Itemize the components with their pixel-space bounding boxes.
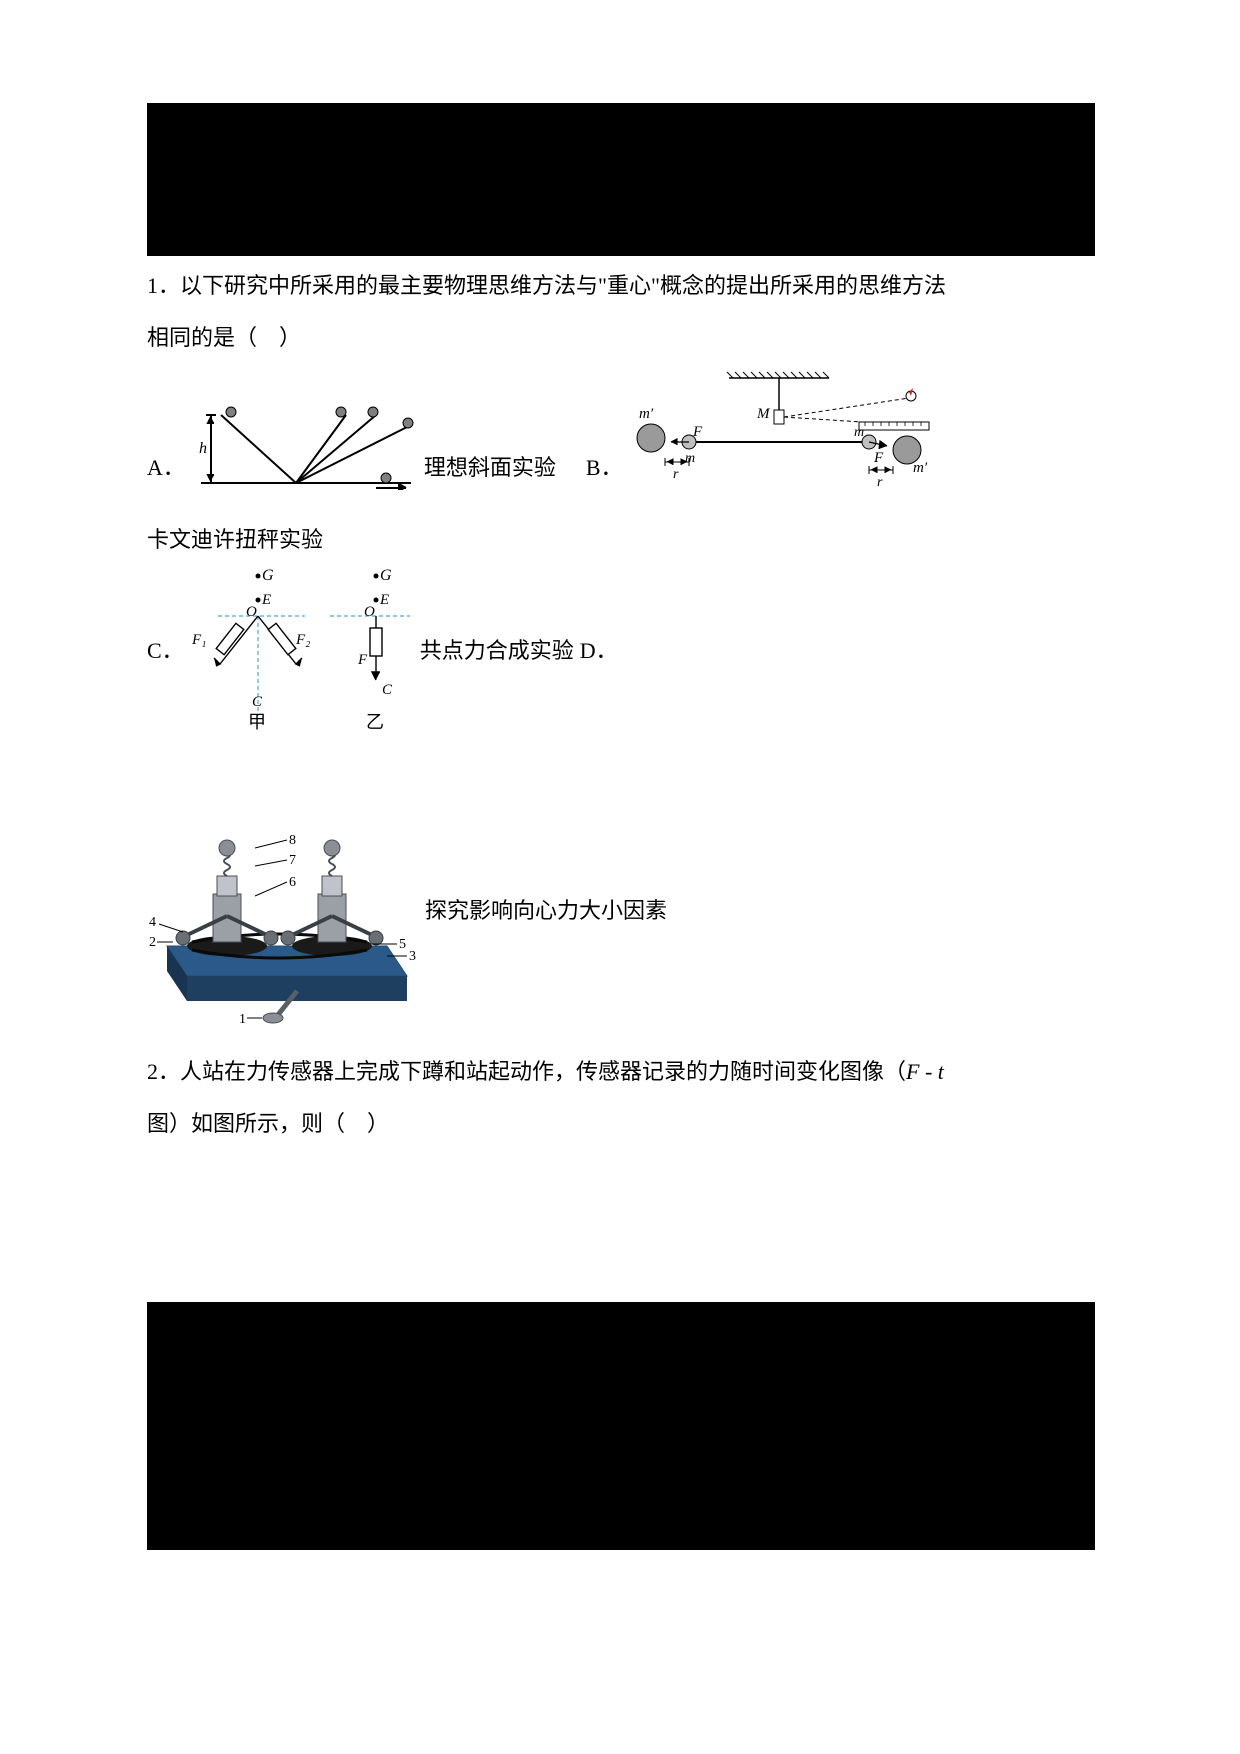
q1-optB-caption: 卡文迪许扭秤实验 <box>147 518 1095 562</box>
svg-text:F: F <box>873 450 884 466</box>
q1-optC-caption: 共点力合成实验 <box>420 629 574 673</box>
svg-text:F: F <box>692 424 703 440</box>
page-root: 1．以下研究中所采用的最主要物理思维方法与"重心"概念的提出所采用的思维方法 相… <box>0 0 1240 1754</box>
q1-row-c: C． G E O <box>147 566 1095 736</box>
centripetal-figure: 1 2 3 4 5 6 7 8 <box>147 796 417 1026</box>
svg-text:5: 5 <box>399 937 406 952</box>
svg-text:M: M <box>756 406 771 422</box>
svg-text:h: h <box>199 440 207 457</box>
svg-text:乙: 乙 <box>366 712 384 732</box>
svg-text:3: 3 <box>409 949 416 964</box>
q1-row-d: 1 2 3 4 5 6 7 8 探究影响向心力大小因素 <box>147 796 1095 1026</box>
svg-text:G: G <box>262 567 274 584</box>
svg-text:C: C <box>252 694 263 710</box>
svg-text:8: 8 <box>289 833 296 848</box>
q2-number: 2． <box>147 1059 180 1084</box>
svg-text:甲: 甲 <box>248 712 266 732</box>
q2-formula: F - t <box>906 1059 944 1084</box>
q1-optB-label: B． <box>586 446 623 490</box>
svg-text:r: r <box>673 467 679 482</box>
svg-text:m: m <box>854 425 864 440</box>
svg-text:F₂: F₂ <box>295 632 310 648</box>
svg-text:m′: m′ <box>639 406 654 422</box>
content-area: 1．以下研究中所采用的最主要物理思维方法与"重心"概念的提出所采用的思维方法 相… <box>147 256 1095 1150</box>
q2-line2: 图）如图所示，则（ ） <box>147 1102 1095 1146</box>
svg-text:F₁: F₁ <box>191 632 206 648</box>
force-compose-figure: G E O F₁ <box>190 566 412 736</box>
svg-text:2: 2 <box>149 935 156 950</box>
svg-text:m′: m′ <box>913 460 928 476</box>
black-bar-top <box>147 103 1095 256</box>
q1-text1: 以下研究中所采用的最主要物理思维方法与"重心"概念的提出所采用的思维方法 <box>180 273 946 298</box>
incline-figure: h <box>191 395 416 490</box>
svg-text:6: 6 <box>289 875 296 890</box>
q1-optA-caption: 理想斜面实验 <box>424 446 556 490</box>
q1-optD-caption: 探究影响向心力大小因素 <box>425 889 667 933</box>
svg-text:F: F <box>357 652 368 668</box>
svg-text:O: O <box>364 604 375 620</box>
q1-line1: 1．以下研究中所采用的最主要物理思维方法与"重心"概念的提出所采用的思维方法 <box>147 264 1095 308</box>
svg-text:G: G <box>380 567 392 584</box>
q2-text1: 人站在力传感器上完成下蹲和站起动作，传感器记录的力随时间变化图像（ <box>180 1059 906 1084</box>
q1-line2: 相同的是（ ） <box>147 316 1095 360</box>
svg-text:r: r <box>877 475 883 490</box>
svg-text:C: C <box>382 682 393 698</box>
black-bar-bottom <box>147 1302 1095 1550</box>
q1-optD-label: D． <box>580 629 618 673</box>
svg-text:E: E <box>379 592 389 608</box>
svg-text:m: m <box>685 451 695 466</box>
q1-optA-label: A． <box>147 446 185 490</box>
q2-line1: 2．人站在力传感器上完成下蹲和站起动作，传感器记录的力随时间变化图像（F - t <box>147 1050 1095 1094</box>
svg-text:O: O <box>246 604 257 620</box>
q1-optC-label: C． <box>147 629 184 673</box>
torsion-figure: M <box>629 370 939 490</box>
svg-text:E: E <box>261 592 271 608</box>
svg-text:1: 1 <box>239 1012 246 1026</box>
svg-text:4: 4 <box>149 915 156 930</box>
svg-text:7: 7 <box>289 853 296 868</box>
q1-row-ab: A． <box>147 370 1095 490</box>
q1-number: 1． <box>147 273 180 298</box>
